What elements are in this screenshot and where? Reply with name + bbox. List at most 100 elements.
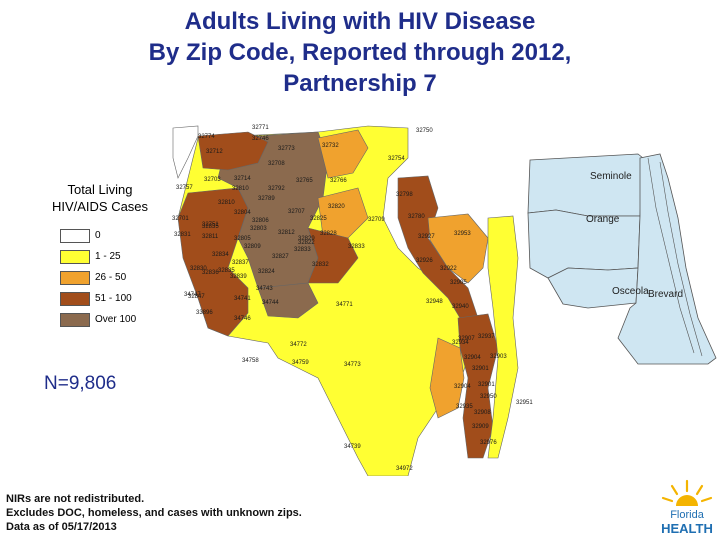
legend-swatch-51-100 bbox=[60, 292, 90, 306]
zip-label: 34758 bbox=[242, 358, 259, 364]
logo-text-health: HEALTH bbox=[661, 521, 713, 536]
zip-label: 34773 bbox=[344, 362, 361, 368]
zip-label: 32951 bbox=[516, 400, 533, 406]
zip-label: 34972 bbox=[396, 466, 413, 472]
zip-label: 32707 bbox=[288, 209, 305, 215]
zip-label: 34741 bbox=[234, 296, 251, 302]
region-26-50-a bbox=[317, 129, 369, 179]
zip-label: 32765 bbox=[296, 178, 313, 184]
zip-label: 32835 bbox=[218, 268, 235, 274]
zip-label: 32907 bbox=[458, 336, 475, 342]
legend-item: Over 100 bbox=[60, 313, 180, 334]
zip-label: 32837 bbox=[232, 260, 249, 266]
footnote-line-1: NIRs are not redistributed. bbox=[6, 493, 145, 505]
zip-label: 32771 bbox=[252, 125, 269, 131]
legend-swatch-over-100 bbox=[60, 313, 90, 327]
zip-label: 32811 bbox=[202, 234, 219, 240]
region-51-100-central bbox=[307, 227, 359, 284]
zip-label: 32847 bbox=[188, 294, 205, 300]
zip-label: 32708 bbox=[268, 161, 285, 167]
region-26-50-b bbox=[317, 187, 369, 239]
zip-label: 32833 bbox=[294, 247, 311, 253]
zip-label: 32754 bbox=[388, 156, 405, 162]
zip-label: 32937 bbox=[478, 334, 495, 340]
footnote-line-3: Data as of 05/17/2013 bbox=[6, 521, 117, 533]
zip-label: 34771 bbox=[336, 302, 353, 308]
region-over-100-south bbox=[257, 282, 319, 319]
zip-label: 34772 bbox=[290, 342, 307, 348]
case-count: N=9,806 bbox=[44, 373, 117, 394]
legend-item: 0 bbox=[60, 229, 180, 250]
county-label-seminole: Seminole bbox=[590, 171, 632, 182]
legend-swatch-26-50 bbox=[60, 271, 90, 285]
logo-text-florida: Florida bbox=[670, 509, 705, 521]
florida-health-logo: Florida HEALTH bbox=[660, 479, 714, 538]
region-1-25-coast bbox=[487, 215, 519, 459]
zip-label: 32709 bbox=[368, 217, 385, 223]
zip-label: 32833 bbox=[348, 244, 365, 250]
brevard-county bbox=[617, 153, 717, 365]
zip-label: 33896 bbox=[196, 310, 213, 316]
zip-label: 32904 bbox=[454, 384, 471, 390]
zip-label: 32820 bbox=[328, 204, 345, 210]
zip-label: 32809 bbox=[244, 244, 261, 250]
zip-label: 34747 bbox=[184, 292, 201, 298]
sun-icon bbox=[660, 479, 714, 538]
legend-swatch-0 bbox=[60, 229, 90, 243]
orange-county bbox=[527, 209, 641, 279]
legend-title-line-1: Total Living bbox=[67, 182, 133, 197]
footnote-line-2: Excludes DOC, homeless, and cases with u… bbox=[6, 507, 302, 519]
zip-label: 32792 bbox=[268, 186, 285, 192]
county-label-brevard: Brevard bbox=[648, 289, 683, 300]
legend-title: Total Living HIV/AIDS Cases bbox=[30, 181, 170, 215]
zip-label: 32839 bbox=[230, 274, 247, 280]
zip-label: 32832 bbox=[312, 262, 329, 268]
zip-label: 34746 bbox=[234, 316, 251, 322]
zip-label: 32701 bbox=[172, 216, 189, 222]
neighbor-counties: Seminole Orange Osceola Brevard bbox=[527, 153, 717, 365]
zip-label: 32757 bbox=[176, 185, 193, 191]
title-line-1: Adults Living with HIV Disease bbox=[184, 8, 536, 35]
zip-label: 32934 bbox=[452, 340, 469, 346]
zip-label: 32810 bbox=[218, 200, 235, 206]
region-51-100-north bbox=[197, 131, 269, 171]
zip-code-map: Seminole Orange Osceola Brevard 32771 32… bbox=[172, 125, 717, 476]
map-title: Adults Living with HIV Disease By Zip Co… bbox=[0, 6, 720, 99]
zip-label: 32806 bbox=[252, 218, 269, 224]
zip-label: 32950 bbox=[480, 394, 497, 400]
zip-label: 32732 bbox=[322, 143, 339, 149]
zip-label: 32804 bbox=[234, 210, 251, 216]
zip-label: 32828 bbox=[320, 231, 337, 237]
zip-label: 34759 bbox=[292, 360, 309, 366]
brevard-coast-2 bbox=[659, 161, 703, 357]
zip-label: 32789 bbox=[258, 196, 275, 202]
zip-label: 32948 bbox=[426, 299, 443, 305]
zip-label: 32905 bbox=[450, 280, 467, 286]
zip-label: 32822 bbox=[298, 240, 315, 246]
zip-label: 32926 bbox=[416, 258, 433, 264]
zip-label: 32831 bbox=[174, 232, 191, 238]
zip-label: 32803 bbox=[250, 226, 267, 232]
legend-label: 26 - 50 bbox=[95, 272, 127, 283]
legend-item: 26 - 50 bbox=[60, 271, 180, 292]
legend-swatch-1-25 bbox=[60, 250, 90, 264]
zip-label: 32750 bbox=[416, 128, 433, 134]
title-line-3: Partnership 7 bbox=[283, 70, 437, 97]
zip-label: 32774 bbox=[198, 134, 215, 140]
zip-label: 32827 bbox=[272, 254, 289, 260]
legend-label: 0 bbox=[95, 230, 101, 241]
zip-label: 32935 bbox=[456, 404, 473, 410]
zip-label: 32908 bbox=[474, 410, 491, 416]
seminole-county bbox=[527, 153, 644, 217]
zip-label: 32766 bbox=[330, 178, 347, 184]
zip-label: 32703 bbox=[204, 177, 221, 183]
legend-label: 51 - 100 bbox=[95, 293, 132, 304]
legend-item: 51 - 100 bbox=[60, 292, 180, 313]
zip-label: 32830 bbox=[190, 266, 207, 272]
zip-label: 34739 bbox=[344, 444, 361, 450]
zip-label: 32940 bbox=[452, 304, 469, 310]
zip-label: 32903 bbox=[490, 354, 507, 360]
zip-label: 32976 bbox=[480, 440, 497, 446]
zip-label: 32901 bbox=[472, 366, 489, 372]
zip-label: 32836 bbox=[202, 270, 219, 276]
